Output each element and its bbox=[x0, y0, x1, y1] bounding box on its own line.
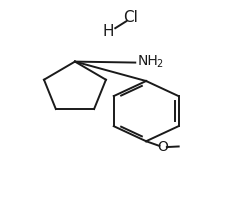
Text: NH: NH bbox=[138, 54, 158, 68]
Text: H: H bbox=[103, 24, 114, 39]
Text: Cl: Cl bbox=[123, 10, 138, 25]
Text: 2: 2 bbox=[156, 59, 162, 69]
Text: O: O bbox=[158, 140, 168, 154]
